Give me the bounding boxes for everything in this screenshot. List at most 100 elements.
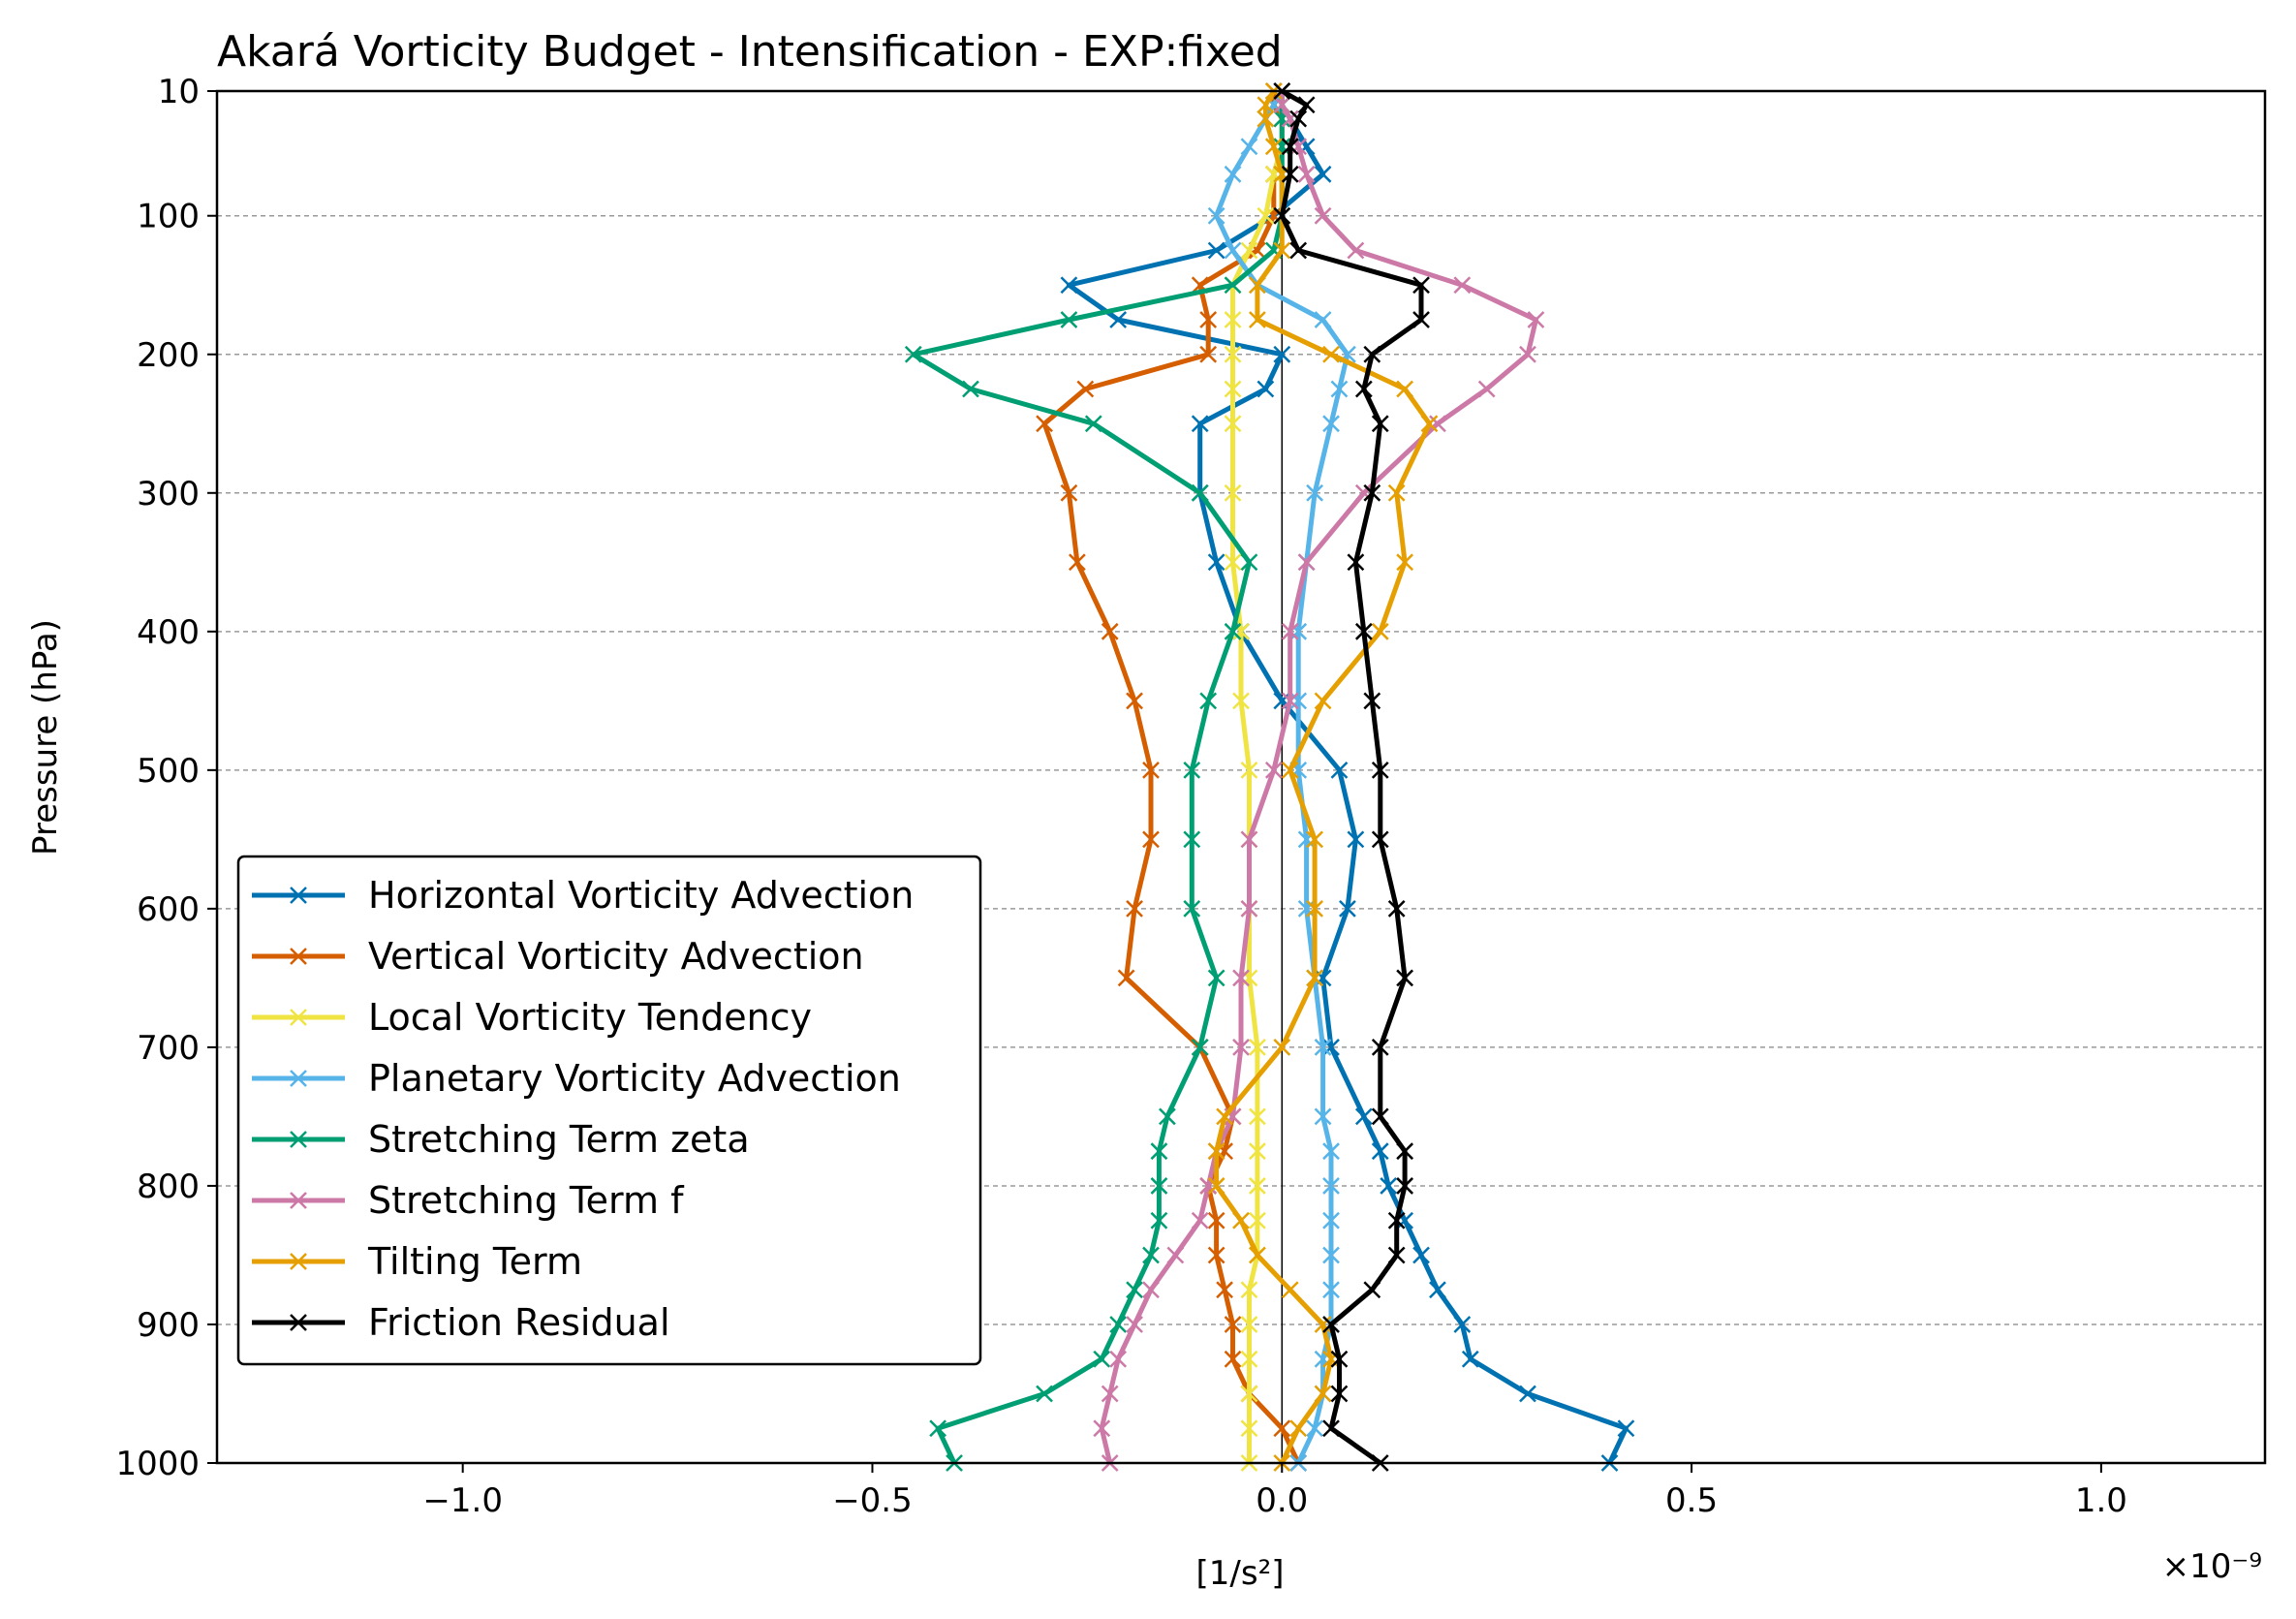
data-point-marker xyxy=(1519,1385,1536,1403)
legend-swatch-marker xyxy=(290,1131,307,1148)
data-point-marker xyxy=(1412,276,1430,295)
data-point-marker xyxy=(1249,1177,1266,1195)
data-point-marker xyxy=(1617,1419,1635,1438)
data-point-marker xyxy=(1273,96,1291,114)
data-point-marker xyxy=(1396,1142,1414,1161)
data-point-marker xyxy=(1281,138,1299,156)
data-point-marker xyxy=(1240,241,1258,260)
data-point-marker xyxy=(1084,415,1102,433)
data-point-marker xyxy=(1347,241,1365,260)
data-point-marker xyxy=(1126,899,1143,918)
data-point-marker xyxy=(1191,1211,1209,1230)
data-point-marker xyxy=(1224,1350,1242,1368)
data-point-marker xyxy=(1240,761,1258,779)
data-point-marker xyxy=(1273,241,1291,260)
x-tick-label: 0.0 xyxy=(1256,1481,1308,1520)
data-point-marker xyxy=(1224,241,1242,260)
data-point-marker xyxy=(1207,241,1226,260)
data-point-marker xyxy=(1519,345,1536,363)
data-point-marker xyxy=(1232,692,1250,710)
data-point-marker xyxy=(1224,380,1242,398)
data-point-marker xyxy=(1240,1385,1258,1403)
data-point-marker xyxy=(1363,692,1381,710)
data-point-marker xyxy=(1347,553,1365,572)
data-point-marker xyxy=(1330,761,1349,779)
data-point-marker xyxy=(1101,622,1119,640)
data-point-marker xyxy=(1314,165,1332,183)
data-point-marker xyxy=(1060,311,1078,328)
data-point-marker xyxy=(1306,830,1323,849)
data-point-marker xyxy=(1477,380,1496,398)
data-point-marker xyxy=(1339,899,1356,918)
data-point-marker xyxy=(1281,761,1299,779)
data-point-marker xyxy=(1036,415,1053,433)
data-point-marker xyxy=(1289,241,1308,260)
data-point-marker xyxy=(1322,1177,1340,1195)
data-point-marker xyxy=(1264,138,1283,156)
data-point-marker xyxy=(1387,1246,1406,1264)
data-point-marker xyxy=(1126,692,1143,710)
data-point-marker xyxy=(1396,1177,1414,1195)
data-point-marker xyxy=(1224,1316,1242,1333)
data-point-marker xyxy=(1314,692,1332,710)
data-point-marker xyxy=(1199,311,1218,328)
y-axis-label: Pressure (hPa) xyxy=(26,619,65,856)
y-tick-label: 200 xyxy=(137,336,200,375)
data-point-marker xyxy=(1249,311,1266,328)
data-point-marker xyxy=(1207,1142,1226,1161)
y-tick-label: 400 xyxy=(137,613,200,652)
plot-area-frame xyxy=(215,89,2267,1465)
legend-label: Planetary Vorticity Advection xyxy=(368,1057,901,1100)
data-point-marker xyxy=(1387,1211,1406,1230)
legend-label: Friction Residual xyxy=(368,1301,670,1344)
data-point-marker xyxy=(1314,311,1332,328)
data-point-marker xyxy=(1453,276,1472,295)
legend-label: Local Vorticity Tendency xyxy=(368,996,812,1039)
series-line xyxy=(1230,91,1285,1463)
y-tick-label: 600 xyxy=(137,890,200,929)
data-point-marker xyxy=(1109,1316,1128,1333)
data-point-marker xyxy=(1166,1246,1185,1264)
data-point-marker xyxy=(1412,311,1430,328)
data-point-marker xyxy=(1264,761,1283,779)
y-tick-label: 1000 xyxy=(115,1445,200,1483)
data-point-marker xyxy=(1314,1316,1332,1333)
legend-label: Horizontal Vorticity Advection xyxy=(368,874,914,917)
data-point-marker xyxy=(1216,1107,1233,1126)
data-point-marker xyxy=(1183,899,1201,918)
data-point-marker xyxy=(1183,830,1201,849)
data-point-marker xyxy=(1453,1316,1472,1333)
data-point-marker xyxy=(1224,553,1242,572)
data-point-marker xyxy=(1354,380,1373,398)
data-point-marker xyxy=(1207,1211,1226,1230)
data-point-marker xyxy=(1429,415,1446,433)
data-point-marker xyxy=(1142,830,1160,849)
data-point-marker xyxy=(1306,969,1323,987)
data-point-marker xyxy=(1387,899,1406,918)
series-friction-residual xyxy=(1273,82,1430,1472)
data-point-marker xyxy=(1191,415,1209,433)
data-point-marker xyxy=(1126,1316,1143,1333)
data-point-marker xyxy=(1101,1385,1119,1403)
data-point-marker xyxy=(1322,1246,1340,1264)
data-point-marker xyxy=(1306,1419,1323,1438)
data-point-marker xyxy=(1380,1177,1398,1195)
data-point-marker xyxy=(1322,1281,1340,1299)
x-tick-label: −1.0 xyxy=(422,1481,503,1520)
legend-swatch-marker xyxy=(290,948,307,965)
x-tick-label: 1.0 xyxy=(2075,1481,2127,1520)
data-point-marker xyxy=(1281,165,1299,183)
data-point-marker xyxy=(1297,899,1316,918)
data-point-marker xyxy=(1273,1419,1291,1438)
legend-box xyxy=(236,855,982,1366)
data-point-marker xyxy=(1461,1350,1479,1368)
data-point-marker xyxy=(1322,1211,1340,1230)
legend-swatch-marker xyxy=(290,1070,307,1087)
data-point-marker xyxy=(1314,206,1332,225)
data-point-marker xyxy=(1240,1316,1258,1333)
y-axis-ticks: 10 100 200 300 400 500 600 700 800 900 1000 xyxy=(115,73,217,1483)
data-point-marker xyxy=(1257,96,1275,114)
legend-label: Stretching Term f xyxy=(368,1179,685,1222)
